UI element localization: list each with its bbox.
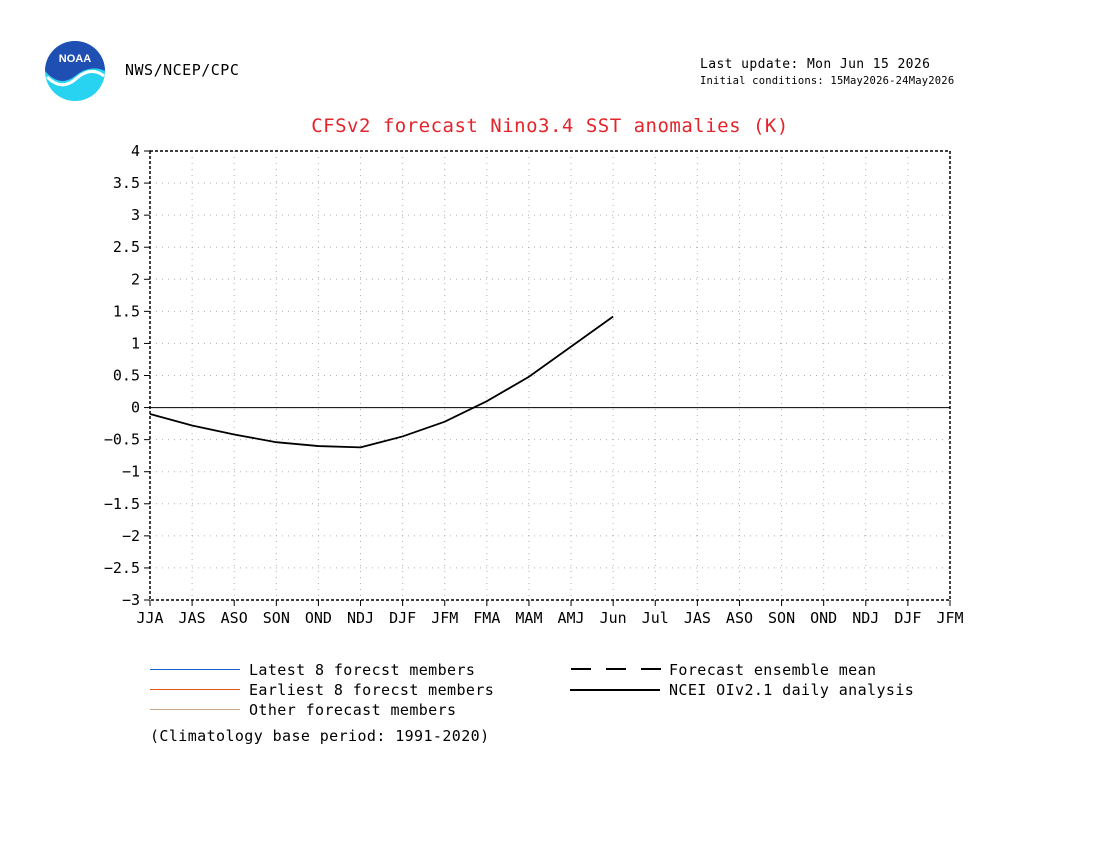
y-tick-label: 2.5 [113, 238, 140, 256]
x-tick-label: OND [810, 609, 837, 627]
noaa-logo: NOAA [45, 41, 105, 101]
legend-ensemble-mean: Forecast ensemble mean [669, 661, 877, 679]
initial-conditions: Initial conditions: 15May2026-24May2026 [700, 75, 955, 87]
y-tick-label: −0.5 [104, 431, 140, 449]
y-tick-label: 3 [131, 206, 140, 224]
y-tick-label: 1.5 [113, 302, 140, 320]
x-tick-label: Jun [600, 609, 627, 627]
x-tick-label: ASO [221, 609, 248, 627]
x-tick-label: OND [305, 609, 332, 627]
legend-earliest: Earliest 8 forecst members [249, 681, 495, 699]
y-tick-label: 0.5 [113, 367, 140, 385]
x-tick-label: JJA [136, 609, 163, 627]
y-tick-label: 1 [131, 334, 140, 352]
x-tick-label: MAM [515, 609, 542, 627]
y-tick-label: 2 [131, 270, 140, 288]
legend-latest: Latest 8 forecst members [249, 661, 476, 679]
x-tick-label: ASO [726, 609, 753, 627]
y-tick-label: −1.5 [104, 495, 140, 513]
y-tick-label: −2.5 [104, 559, 140, 577]
x-tick-label: NDJ [347, 609, 374, 627]
x-tick-label: SON [768, 609, 795, 627]
x-tick-label: FMA [473, 609, 500, 627]
x-tick-label: DJF [389, 609, 416, 627]
legend-line-latest [150, 669, 240, 670]
legend-line-ensemble-mean [571, 668, 661, 670]
agency-label: NWS/NCEP/CPC [125, 61, 240, 79]
chart-title: CFSv2 forecast Nino3.4 SST anomalies (K) [311, 115, 789, 137]
x-tick-label: AMJ [558, 609, 585, 627]
x-tick-label: JFM [936, 609, 963, 627]
x-tick-label: JAS [684, 609, 711, 627]
y-tick-label: −2 [122, 527, 140, 545]
x-tick-label: JAS [179, 609, 206, 627]
y-tick-label: −1 [122, 463, 140, 481]
grid [150, 151, 950, 600]
legend-line-analysis [570, 689, 660, 691]
x-tick-label: SON [263, 609, 290, 627]
series [149, 315, 614, 449]
y-tick-label: 0 [131, 399, 140, 417]
y-tick-label: 3.5 [113, 174, 140, 192]
climatology-note: (Climatology base period: 1991-2020) [150, 727, 490, 745]
axes [144, 150, 951, 606]
noaa-logo-text: NOAA [59, 53, 91, 65]
y-tick-label: −3 [122, 591, 140, 609]
legend-other: Other forecast members [249, 701, 457, 719]
legend-line-other [150, 709, 240, 710]
series-line-analysis [149, 315, 614, 449]
y-tick-label: 4 [131, 142, 140, 160]
last-update: Last update: Mon Jun 15 2026 [700, 57, 931, 72]
x-tick-label: NDJ [852, 609, 879, 627]
x-tick-label: Jul [642, 609, 669, 627]
legend-analysis: NCEI OIv2.1 daily analysis [669, 681, 915, 699]
legend-line-earliest [150, 689, 240, 690]
x-tick-label: DJF [894, 609, 921, 627]
x-tick-label: JFM [431, 609, 458, 627]
plot-frame [149, 150, 951, 601]
